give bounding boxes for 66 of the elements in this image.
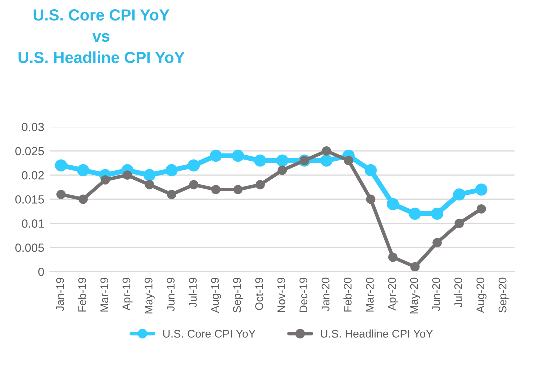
point [166, 164, 178, 177]
point [476, 184, 488, 196]
point [145, 180, 154, 190]
x-tick-label: Feb-19 [78, 278, 86, 312]
point [322, 146, 332, 156]
point [453, 188, 466, 201]
point [454, 218, 464, 228]
legend-label: U.S. Headline CPI YoY [321, 330, 434, 338]
point [388, 252, 398, 262]
point [409, 208, 422, 220]
point [144, 169, 156, 182]
point [320, 154, 333, 167]
x-tick-label: Sep-20 [498, 278, 509, 313]
x-tick-label: Aug-20 [476, 278, 487, 314]
point [276, 154, 289, 167]
x-tick-label: Jul-19 [188, 278, 197, 308]
point [188, 160, 200, 172]
point [476, 204, 486, 214]
point [189, 180, 199, 190]
y-tick-label: 0.005 [16, 244, 44, 252]
point [77, 164, 90, 177]
x-tick-label: Apr-20 [388, 278, 398, 311]
x-tick-label: Sep-19 [233, 278, 244, 313]
x-tick-label: Oct-19 [255, 278, 264, 310]
point [431, 208, 444, 220]
x-tick-label: Jun-20 [432, 278, 440, 312]
point [78, 194, 88, 204]
x-tick-label: Jun-19 [166, 278, 175, 312]
x-tick-label: Mar-19 [100, 278, 108, 312]
legend-label: U.S. Core CPI YoY [164, 330, 256, 338]
point [278, 166, 288, 176]
x-tick-label: Aug-19 [211, 278, 222, 314]
y-tick-label: 0.025 [16, 147, 44, 156]
y-tick-label: 0 [38, 268, 44, 276]
point [167, 190, 177, 200]
y-tick-label: 0.015 [16, 196, 44, 204]
point [55, 160, 68, 172]
point [56, 190, 66, 200]
x-tick-label: Jan-19 [56, 278, 64, 312]
chart-title: U.S. Core CPI YoY vs U.S. Headline CPI YoY [18, 10, 185, 64]
point [432, 238, 442, 248]
point [364, 164, 378, 177]
x-tick-label: May-20 [410, 278, 420, 314]
point [100, 175, 110, 185]
x-tick-label: Mar-20 [366, 278, 374, 312]
x-tick-label: Dec-19 [300, 278, 308, 312]
point [232, 150, 244, 162]
point [254, 154, 266, 167]
x-tick-label: Jan-20 [322, 278, 330, 312]
point [211, 185, 221, 194]
point [234, 185, 243, 194]
y-tick-label: 0.02 [22, 171, 44, 180]
point [366, 194, 376, 204]
x-tick-label: Jul-20 [454, 278, 462, 308]
x-tick-label: Nov-19 [278, 278, 286, 312]
point [256, 180, 266, 190]
x-tick-label: May-19 [144, 278, 155, 314]
x-tick-label: Apr-19 [122, 278, 133, 311]
y-tick-label: 0.01 [22, 220, 44, 228]
point [410, 262, 420, 272]
point [344, 156, 354, 166]
y-tick-label: 0.03 [22, 123, 44, 132]
x-tick-label: Feb-20 [344, 278, 352, 312]
point [387, 198, 400, 210]
point [122, 170, 132, 180]
point [210, 150, 222, 162]
